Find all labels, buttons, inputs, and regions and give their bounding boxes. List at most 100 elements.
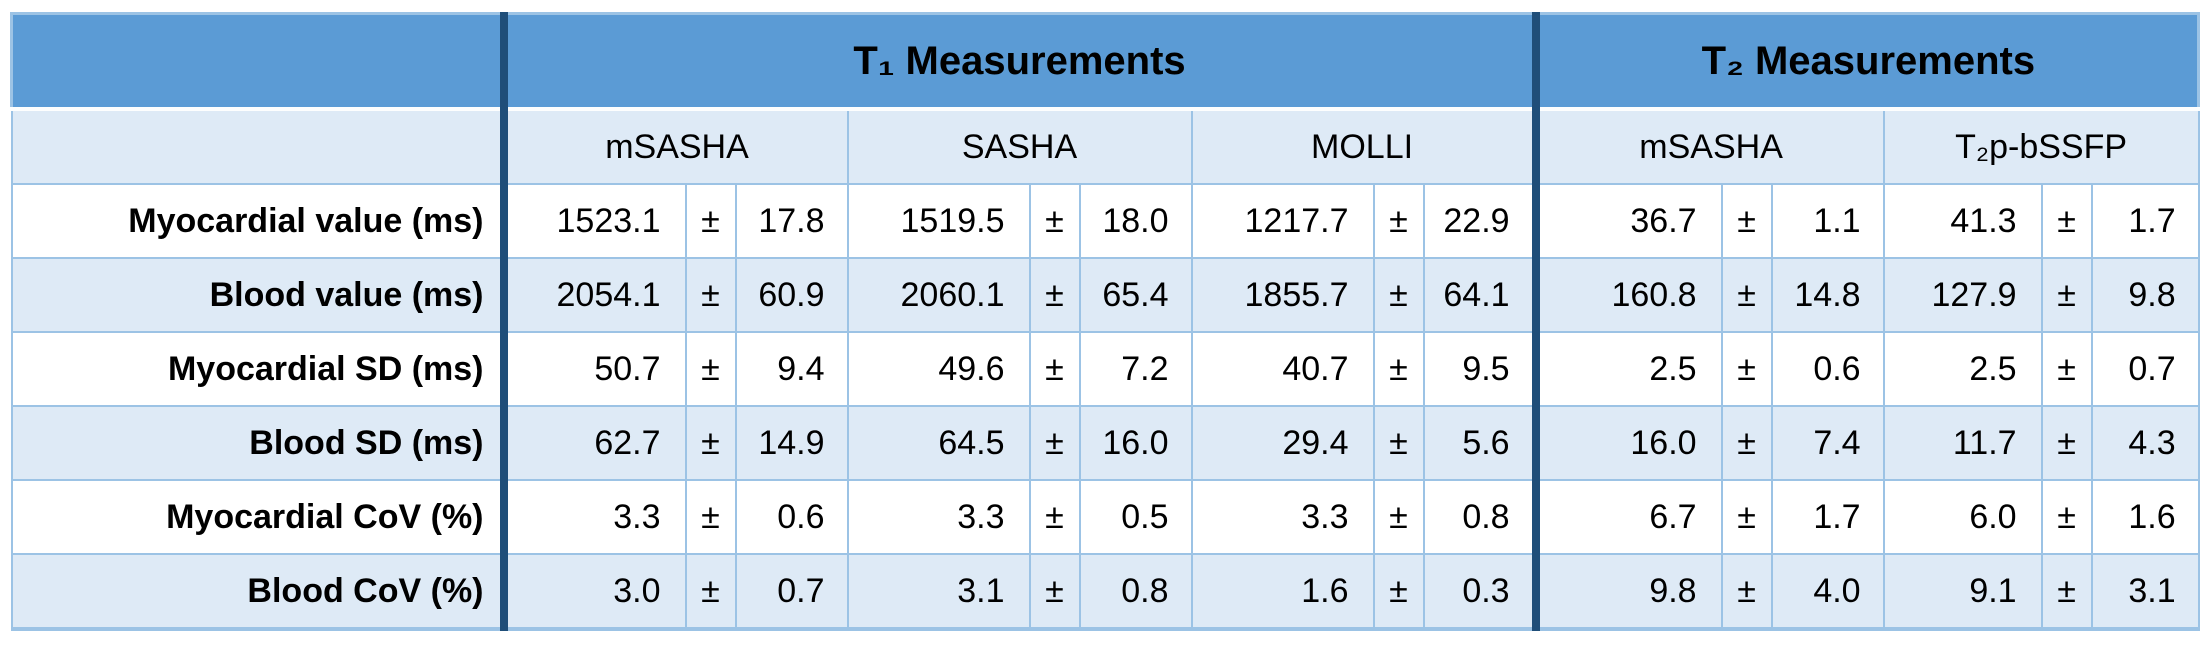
mean-value-cell: 41.3 bbox=[1882, 183, 2043, 259]
mean-value-cell: 2.5 bbox=[1531, 331, 1723, 407]
plus-minus-cell: ± bbox=[2040, 405, 2093, 481]
mean-value-cell: 160.8 bbox=[1531, 257, 1723, 333]
sd-value-cell: 5.6 bbox=[1422, 405, 1537, 481]
mean-value-cell: 2.5 bbox=[1882, 331, 2043, 407]
plus-minus-cell: ± bbox=[2040, 331, 2093, 407]
plus-minus-cell: ± bbox=[684, 553, 737, 631]
table-row: Myocardial value (ms) 1523.1 ±17.8 1519.5 ±1… bbox=[10, 183, 2200, 259]
sd-value-cell: 9.8 bbox=[2090, 257, 2200, 333]
sd-value-cell: 0.5 bbox=[1078, 479, 1193, 555]
mean-value-cell: 49.6 bbox=[846, 331, 1031, 407]
plus-minus-cell: ± bbox=[1372, 553, 1425, 631]
method-header-row: mSASHA SASHA MOLLI mSASHA T₂p-bSSFP bbox=[10, 108, 2200, 185]
plus-minus-cell: ± bbox=[1720, 553, 1773, 631]
mean-value-cell: 40.7 bbox=[1190, 331, 1375, 407]
table-row: Blood SD (ms) 62.7 ±14.9 64.5 ±16.0 29.4 ±5.6 1… bbox=[10, 405, 2200, 481]
row-label: Myocardial CoV (%) bbox=[10, 479, 505, 555]
corner-cell bbox=[10, 12, 504, 111]
plus-minus-cell: ± bbox=[1372, 331, 1425, 407]
method-header-sasha: SASHA bbox=[846, 108, 1193, 185]
plus-minus-cell: ± bbox=[1028, 257, 1081, 333]
mean-value-cell: 1523.1 bbox=[499, 183, 687, 259]
plus-minus-cell: ± bbox=[1372, 479, 1425, 555]
plus-minus-cell: ± bbox=[1720, 331, 1773, 407]
plus-minus-cell: ± bbox=[1720, 183, 1773, 259]
sd-value-cell: 0.8 bbox=[1422, 479, 1537, 555]
sd-value-cell: 14.8 bbox=[1770, 257, 1885, 333]
mean-value-cell: 29.4 bbox=[1190, 405, 1375, 481]
sd-value-cell: 0.8 bbox=[1078, 553, 1193, 631]
plus-minus-cell: ± bbox=[684, 405, 737, 481]
row-label: Blood value (ms) bbox=[10, 257, 505, 333]
plus-minus-cell: ± bbox=[2040, 183, 2093, 259]
plus-minus-cell: ± bbox=[1720, 257, 1773, 333]
plus-minus-cell: ± bbox=[1372, 257, 1425, 333]
row-label: Myocardial value (ms) bbox=[10, 183, 505, 259]
mean-value-cell: 2054.1 bbox=[499, 257, 687, 333]
row-label: Blood SD (ms) bbox=[10, 405, 505, 481]
sd-value-cell: 60.9 bbox=[734, 257, 849, 333]
plus-minus-cell: ± bbox=[2040, 553, 2093, 631]
sd-value-cell: 1.7 bbox=[2090, 183, 2200, 259]
sd-value-cell: 4.0 bbox=[1770, 553, 1885, 631]
mean-value-cell: 3.3 bbox=[846, 479, 1031, 555]
method-header-t2p-bssfp: T₂p-bSSFP bbox=[1882, 108, 2200, 185]
mean-value-cell: 1.6 bbox=[1190, 553, 1375, 631]
mean-value-cell: 6.7 bbox=[1531, 479, 1723, 555]
plus-minus-cell: ± bbox=[684, 257, 737, 333]
method-header-msasha-t2: mSASHA bbox=[1531, 108, 1885, 185]
mean-value-cell: 16.0 bbox=[1531, 405, 1723, 481]
sd-value-cell: 9.4 bbox=[734, 331, 849, 407]
plus-minus-cell: ± bbox=[1028, 479, 1081, 555]
mean-value-cell: 3.0 bbox=[499, 553, 687, 631]
sd-value-cell: 7.2 bbox=[1078, 331, 1193, 407]
sd-value-cell: 1.1 bbox=[1770, 183, 1885, 259]
plus-minus-cell: ± bbox=[1720, 479, 1773, 555]
table-row: Blood CoV (%) 3.0 ±0.7 3.1 ±0.8 1.6 ±0.3 9.8 ±4.… bbox=[10, 553, 2200, 631]
mean-value-cell: 6.0 bbox=[1882, 479, 2043, 555]
corner-subcell bbox=[10, 108, 505, 185]
sd-value-cell: 0.7 bbox=[734, 553, 849, 631]
plus-minus-cell: ± bbox=[684, 183, 737, 259]
plus-minus-cell: ± bbox=[684, 331, 737, 407]
mean-value-cell: 50.7 bbox=[499, 331, 687, 407]
sd-value-cell: 3.1 bbox=[2090, 553, 2200, 631]
mean-value-cell: 127.9 bbox=[1882, 257, 2043, 333]
mean-value-cell: 3.3 bbox=[499, 479, 687, 555]
plus-minus-cell: ± bbox=[1028, 183, 1081, 259]
row-label: Myocardial SD (ms) bbox=[10, 331, 505, 407]
table-row: Blood value (ms) 2054.1 ±60.9 2060.1 ±65.4 18… bbox=[10, 257, 2200, 333]
mean-value-cell: 3.3 bbox=[1190, 479, 1375, 555]
plus-minus-cell: ± bbox=[684, 479, 737, 555]
sd-value-cell: 7.4 bbox=[1770, 405, 1885, 481]
plus-minus-cell: ± bbox=[1372, 405, 1425, 481]
sd-value-cell: 1.7 bbox=[1770, 479, 1885, 555]
table-row: Myocardial SD (ms) 50.7 ±9.4 49.6 ±7.2 40.7 ±9… bbox=[10, 331, 2200, 407]
mean-value-cell: 64.5 bbox=[846, 405, 1031, 481]
plus-minus-cell: ± bbox=[1720, 405, 1773, 481]
mean-value-cell: 1217.7 bbox=[1190, 183, 1375, 259]
table-row: Myocardial CoV (%) 3.3 ±0.6 3.3 ±0.5 3.3 ±0.8 6… bbox=[10, 479, 2200, 555]
sd-value-cell: 65.4 bbox=[1078, 257, 1193, 333]
mean-value-cell: 36.7 bbox=[1531, 183, 1723, 259]
sd-value-cell: 0.6 bbox=[1770, 331, 1885, 407]
sd-value-cell: 1.6 bbox=[2090, 479, 2200, 555]
plus-minus-cell: ± bbox=[1028, 331, 1081, 407]
mean-value-cell: 2060.1 bbox=[846, 257, 1031, 333]
method-header-molli: MOLLI bbox=[1190, 108, 1537, 185]
sd-value-cell: 0.3 bbox=[1422, 553, 1537, 631]
sd-value-cell: 4.3 bbox=[2090, 405, 2200, 481]
sd-value-cell: 16.0 bbox=[1078, 405, 1193, 481]
mean-value-cell: 11.7 bbox=[1882, 405, 2043, 481]
row-label: Blood CoV (%) bbox=[10, 553, 505, 631]
sd-value-cell: 0.7 bbox=[2090, 331, 2200, 407]
plus-minus-cell: ± bbox=[1372, 183, 1425, 259]
sd-value-cell: 17.8 bbox=[734, 183, 849, 259]
mean-value-cell: 9.1 bbox=[1882, 553, 2043, 631]
sd-value-cell: 9.5 bbox=[1422, 331, 1537, 407]
plus-minus-cell: ± bbox=[2040, 257, 2093, 333]
sd-value-cell: 22.9 bbox=[1422, 183, 1537, 259]
sd-value-cell: 64.1 bbox=[1422, 257, 1537, 333]
plus-minus-cell: ± bbox=[2040, 479, 2093, 555]
